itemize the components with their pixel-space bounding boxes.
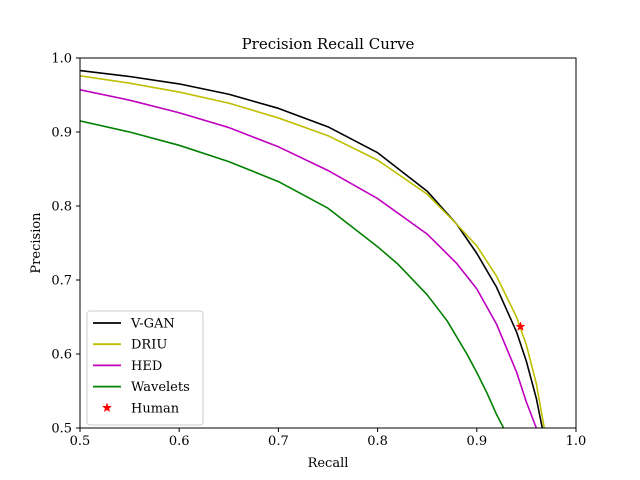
series-line-v-gan [80, 69, 544, 428]
series-group [80, 69, 546, 428]
legend-label-hed: HED [131, 359, 162, 374]
y-tick-label: 0.5 [51, 422, 72, 437]
x-axis-ticks: 0.5 0.6 0.7 0.8 0.9 1.0 [70, 428, 587, 449]
y-tick-label: 0.6 [51, 348, 72, 363]
x-axis-label: Recall [308, 456, 349, 471]
series-line-wavelets [80, 120, 505, 428]
x-tick-label: 0.7 [268, 434, 289, 449]
x-tick-label: 0.9 [466, 434, 487, 449]
legend-label-driu: DRIU [131, 338, 167, 353]
y-axis-ticks: 0.5 0.6 0.7 0.8 0.9 1.0 [51, 52, 80, 437]
legend-label-human: Human [131, 401, 180, 416]
y-tick-label: 0.8 [51, 200, 72, 215]
series-line-hed [80, 89, 538, 428]
x-tick-label: 0.6 [169, 434, 190, 449]
x-tick-label: 0.5 [70, 434, 91, 449]
chart-title: Precision Recall Curve [242, 35, 415, 53]
plot-area [79, 57, 577, 429]
y-tick-label: 1.0 [51, 52, 72, 67]
x-tick-label: 1.0 [566, 434, 587, 449]
legend-label-wavelets: Wavelets [131, 380, 190, 395]
y-tick-label: 0.9 [51, 126, 72, 141]
series-line-driu [80, 74, 546, 428]
legend: V-GAN DRIU HED Wavelets Human [86, 310, 204, 426]
y-axis-label: Precision [29, 212, 44, 274]
x-tick-label: 0.8 [367, 434, 388, 449]
legend-box [86, 310, 204, 426]
plot-frame [79, 57, 577, 429]
series-point-human [515, 321, 526, 331]
legend-swatch-human [101, 402, 113, 413]
y-tick-label: 0.7 [51, 274, 72, 289]
legend-label-v-gan: V-GAN [130, 317, 175, 332]
